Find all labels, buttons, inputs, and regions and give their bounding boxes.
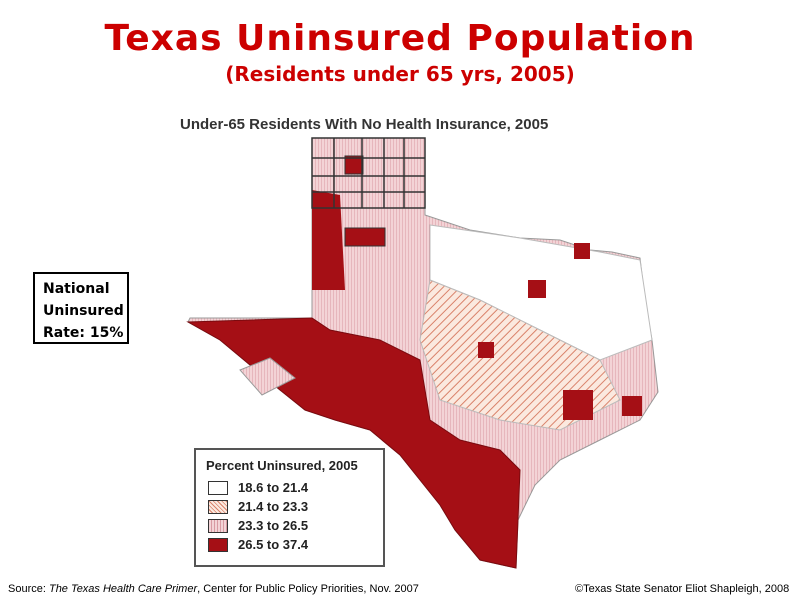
county-central (478, 342, 494, 358)
legend-swatch (208, 537, 228, 552)
source-prefix: Source: (8, 583, 49, 595)
region-bigbend-pink (239, 357, 296, 396)
legend-label: 26.5 to 37.4 (238, 537, 309, 552)
page-title: Texas Uninsured Population (104, 18, 696, 59)
legend-item: 26.5 to 37.4 (208, 536, 383, 553)
legend-swatch (208, 480, 228, 495)
county-houston (563, 390, 593, 420)
legend-label: 21.4 to 23.3 (238, 499, 309, 514)
map-title: Under-65 Residents With No Health Insura… (180, 116, 549, 133)
national-line-1: National (43, 281, 110, 297)
source-rest: , Center for Public Policy Priorities, N… (197, 583, 419, 595)
national-line-2: Uninsured (43, 303, 124, 319)
map-legend: Percent Uninsured, 2005 18.6 to 21.4 21.… (194, 448, 385, 567)
county-beaumont (622, 396, 642, 416)
legend-item: 21.4 to 23.3 (208, 498, 383, 515)
legend-swatch (208, 518, 228, 533)
county-panhandle-2 (344, 227, 386, 247)
source-citation: Source: The Texas Health Care Primer, Ce… (8, 583, 419, 595)
page-subtitle: (Residents under 65 yrs, 2005) (225, 62, 575, 86)
county-panhandle-1 (344, 155, 364, 175)
copyright: ©Texas State Senator Eliot Shapleigh, 20… (575, 583, 790, 595)
source-title: The Texas Health Care Primer (48, 583, 198, 595)
legend-label: 18.6 to 21.4 (238, 480, 309, 495)
county-dallas (528, 280, 546, 298)
panhandle-county-grid (311, 137, 426, 209)
county-northeast (574, 243, 590, 259)
national-rate-box: National Uninsured Rate: 15% (33, 272, 129, 344)
legend-item: 23.3 to 26.5 (208, 517, 383, 534)
legend-title: Percent Uninsured, 2005 (206, 458, 358, 473)
national-line-3: Rate: 15% (43, 325, 124, 341)
legend-label: 23.3 to 26.5 (238, 518, 309, 533)
region-panhandle-red (312, 190, 345, 290)
legend-item: 18.6 to 21.4 (208, 479, 383, 496)
legend-swatch (208, 499, 228, 514)
